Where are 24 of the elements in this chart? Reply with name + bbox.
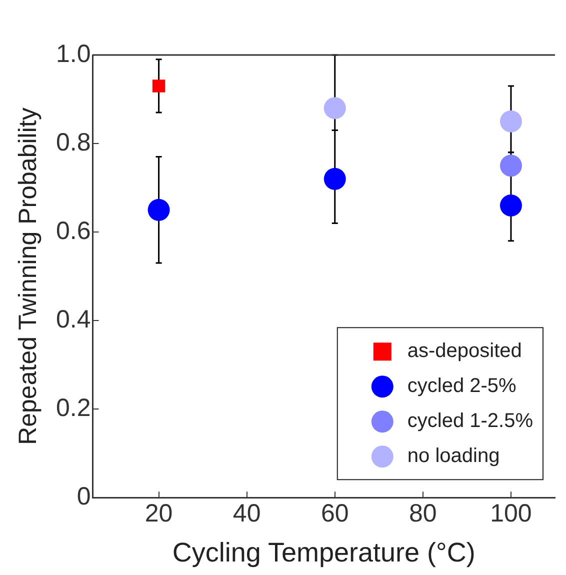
x-tick-label: 80 [409,499,437,528]
legend-label: as-deposited [407,340,522,362]
point [148,198,170,221]
x-tick-label: 40 [232,499,261,528]
x-tick-label: 100 [490,499,532,528]
x-axis-title: Cycling Temperature (°C) [172,537,476,568]
point [500,194,522,216]
y-tick-label: 0.6 [56,216,91,245]
x-tick-label: 60 [320,499,349,528]
x-tick-label: 20 [144,499,173,528]
y-tick-label: 0.4 [56,305,91,334]
point [152,80,166,92]
legend-label: no loading [407,445,500,468]
y-tick-label: 0.2 [56,394,91,422]
point [500,154,522,177]
y-axis-title: Repeated Twinning Probability [14,107,42,445]
legend-label: cycled 1-2.5% [407,410,534,432]
y-tick-label: 1.0 [56,40,91,68]
point [324,97,346,120]
point [500,110,522,132]
y-tick-label: 0.8 [56,128,91,156]
point [324,168,346,190]
legend-label: cycled 2-5% [407,375,517,398]
y-tick-label: 0 [76,482,91,510]
